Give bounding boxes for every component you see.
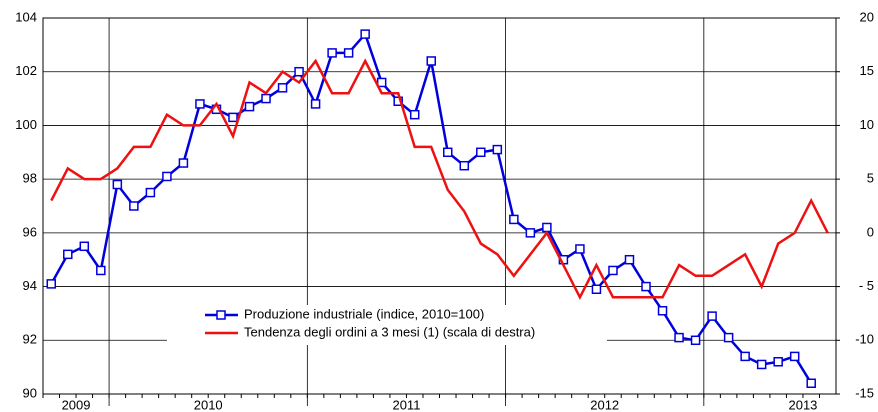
marker [773, 357, 783, 367]
marker [129, 201, 139, 211]
y-tick-label: 102 [15, 63, 37, 78]
marker [674, 332, 684, 343]
marker [756, 359, 767, 370]
marker [360, 29, 370, 39]
y2-tick-label: 15 [860, 63, 874, 78]
y2-tick-label: 20 [860, 9, 874, 24]
marker [542, 222, 552, 233]
marker [277, 83, 288, 93]
marker [624, 254, 635, 265]
y-tick-label: 104 [15, 9, 37, 24]
marker [145, 187, 156, 198]
marker [740, 351, 750, 362]
marker [112, 179, 123, 190]
y2-tick-label: -15 [855, 385, 874, 400]
marker [327, 48, 337, 58]
y2-tick-label: 0 [867, 224, 874, 239]
marker [525, 228, 536, 238]
y-tick-label: 96 [23, 224, 37, 239]
y-tick-label: 94 [23, 278, 37, 293]
marker [492, 144, 503, 155]
marker [476, 147, 486, 158]
marker [459, 160, 470, 171]
marker [806, 378, 816, 389]
marker [376, 77, 387, 88]
marker [162, 171, 172, 182]
marker [443, 147, 453, 158]
marker [261, 93, 271, 104]
legend-label: Produzione industriale (indice, 2010=100… [244, 306, 484, 321]
marker [228, 112, 238, 123]
x-tick-label: 2013 [788, 397, 817, 412]
marker [63, 249, 73, 260]
y2-tick-label: 5 [867, 171, 874, 186]
marker [195, 99, 205, 109]
marker [723, 332, 734, 343]
marker [641, 281, 651, 292]
legend-marker [216, 310, 226, 320]
marker [707, 311, 717, 321]
marker [46, 279, 57, 289]
y2-tick-label: 10 [860, 117, 874, 132]
y2-tick-label: -10 [855, 332, 874, 347]
marker [591, 284, 602, 295]
marker [343, 48, 354, 58]
y-tick-label: 92 [23, 332, 37, 347]
y-tick-label: 90 [23, 385, 37, 400]
marker [310, 99, 321, 109]
x-tick-label: 2011 [392, 397, 420, 412]
x-tick-label: 2012 [590, 397, 619, 412]
marker [690, 335, 701, 346]
marker [575, 244, 585, 254]
marker [426, 56, 436, 66]
marker [178, 158, 189, 168]
legend-label: Tendenza degli ordini a 3 mesi (1) (scal… [244, 324, 535, 339]
series-line [50, 58, 829, 301]
marker [409, 109, 420, 120]
marker [244, 101, 255, 112]
marker [509, 214, 519, 225]
y2-tick-label: - 5 [859, 278, 874, 293]
marker [789, 351, 800, 362]
marker [294, 66, 304, 77]
x-tick-label: 2010 [194, 397, 223, 412]
x-tick-label: 2009 [62, 397, 91, 412]
marker [608, 265, 618, 276]
y-tick-label: 98 [23, 171, 37, 186]
marker [79, 241, 90, 252]
marker [96, 265, 106, 276]
legend-bg [167, 305, 607, 345]
y-tick-label: 100 [15, 117, 37, 132]
marker [657, 305, 668, 316]
